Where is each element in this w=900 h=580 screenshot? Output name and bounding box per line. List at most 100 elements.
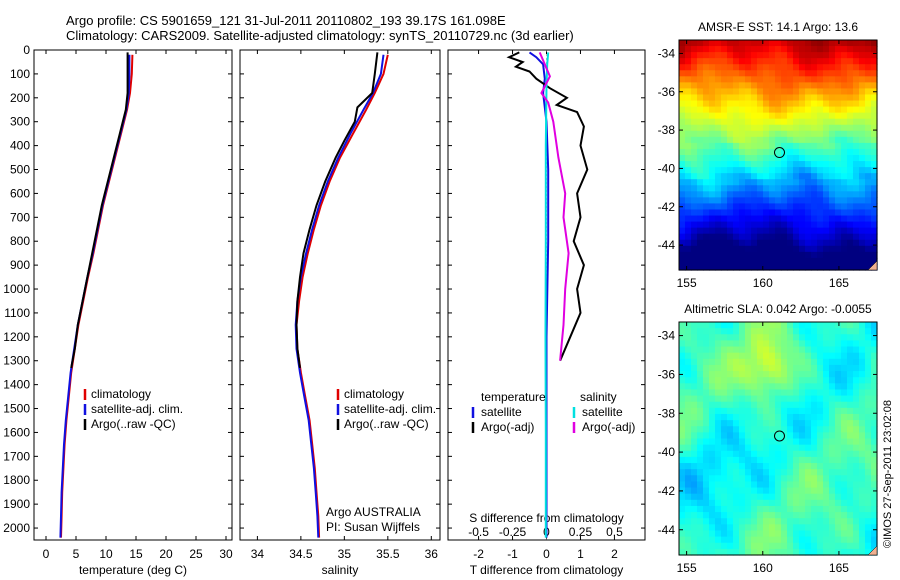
- heatmap-cell: [703, 251, 710, 259]
- heatmap-cell: [727, 512, 734, 519]
- heatmap-cell: [691, 191, 698, 198]
- heatmap-cell: [721, 142, 728, 150]
- heatmap-cell: [763, 426, 770, 433]
- heatmap-cell: [733, 389, 740, 397]
- heatmap-cell: [871, 450, 878, 458]
- heatmap-cell: [757, 215, 764, 223]
- heatmap-cell: [763, 475, 770, 483]
- heatmap-cell: [829, 209, 836, 217]
- heatmap-cell: [841, 191, 848, 198]
- heatmap-cell: [715, 197, 722, 205]
- map-y-tick-label: -36: [658, 85, 676, 99]
- heatmap-cell: [871, 142, 878, 150]
- heatmap-cell: [853, 322, 860, 329]
- heatmap-grid-sla-map: [679, 322, 878, 556]
- heatmap-cell: [709, 221, 716, 229]
- heatmap-cell: [733, 383, 740, 391]
- heatmap-cell: [697, 148, 704, 156]
- heatmap-cell: [775, 450, 782, 458]
- heatmap-cell: [847, 530, 854, 538]
- heatmap-cell: [739, 401, 746, 409]
- heatmap-cell: [709, 112, 716, 120]
- heatmap-cell: [865, 40, 872, 47]
- heatmap-cell: [853, 130, 860, 138]
- heatmap-cell: [865, 203, 872, 211]
- heatmap-cell: [841, 371, 848, 378]
- heatmap-cell: [787, 227, 794, 235]
- heatmap-cell: [769, 444, 776, 452]
- heatmap-cell: [817, 197, 824, 205]
- heatmap-cell: [859, 233, 866, 241]
- heatmap-cell: [799, 530, 806, 538]
- heatmap-cell: [865, 263, 872, 271]
- heatmap-cell: [817, 70, 824, 77]
- heatmap-cell: [865, 493, 872, 501]
- heatmap-cell: [787, 142, 794, 150]
- heatmap-cell: [679, 221, 686, 229]
- legend-temperature-title: temperature: [481, 390, 546, 404]
- heatmap-cell: [799, 505, 806, 513]
- heatmap-cell: [871, 456, 878, 464]
- heatmap-cell: [727, 209, 734, 217]
- heatmap-cell: [763, 100, 770, 108]
- heatmap-cell: [799, 463, 806, 470]
- heatmap-cell: [757, 173, 764, 180]
- heatmap-cell: [721, 389, 728, 397]
- heatmap-cell: [697, 100, 704, 108]
- heatmap-cell: [865, 179, 872, 186]
- heatmap-cell: [853, 548, 860, 556]
- heatmap-cell: [835, 438, 842, 446]
- heatmap-cell: [841, 148, 848, 156]
- heatmap-cell: [757, 136, 764, 144]
- heatmap-cell: [745, 221, 752, 229]
- heatmap-cell: [811, 512, 818, 519]
- heatmap-cell: [757, 46, 764, 53]
- heatmap-cell: [793, 395, 800, 403]
- heatmap-cell: [841, 364, 848, 372]
- heatmap-cell: [835, 239, 842, 247]
- heatmap-cell: [745, 106, 752, 114]
- heatmap-cell: [871, 420, 878, 427]
- heatmap-cell: [769, 106, 776, 114]
- heatmap-cell: [841, 340, 848, 348]
- heatmap-cell: [769, 463, 776, 470]
- heatmap-cell: [721, 215, 728, 223]
- heatmap-cell: [763, 512, 770, 519]
- heatmap-cell: [841, 505, 848, 513]
- heatmap-cell: [769, 64, 776, 71]
- heatmap-cell: [739, 346, 746, 354]
- heatmap-cell: [733, 136, 740, 144]
- heatmap-cell: [703, 420, 710, 427]
- heatmap-cell: [763, 58, 770, 65]
- heatmap-cell: [697, 340, 704, 348]
- heatmap-cell: [853, 413, 860, 421]
- map-y-tick-label: -42: [658, 484, 676, 498]
- heatmap-cell: [865, 76, 872, 83]
- heatmap-cell: [763, 328, 770, 335]
- heatmap-cell: [775, 142, 782, 150]
- x-tick-label: 35.5: [376, 547, 400, 561]
- heatmap-cell: [841, 64, 848, 71]
- heatmap-cell: [787, 328, 794, 335]
- map-y-tick-label: -38: [658, 406, 676, 420]
- heatmap-cell: [739, 257, 746, 265]
- heatmap-cell: [709, 420, 716, 427]
- heatmap-cell: [763, 395, 770, 403]
- heatmap-cell: [781, 245, 788, 253]
- heatmap-cell: [697, 64, 704, 71]
- heatmap-cell: [775, 371, 782, 378]
- heatmap-cell: [721, 64, 728, 71]
- heatmap-cell: [841, 352, 848, 360]
- heatmap-cell: [775, 346, 782, 354]
- heatmap-cell: [745, 493, 752, 501]
- heatmap-cell: [721, 334, 728, 341]
- heatmap-cell: [733, 346, 740, 354]
- heatmap-cell: [685, 46, 692, 53]
- heatmap-cell: [799, 251, 806, 259]
- heatmap-cell: [781, 130, 788, 138]
- heatmap-cell: [757, 197, 764, 205]
- heatmap-cell: [751, 328, 758, 335]
- heatmap-cell: [865, 395, 872, 403]
- heatmap-cell: [733, 364, 740, 372]
- heatmap-cell: [853, 142, 860, 150]
